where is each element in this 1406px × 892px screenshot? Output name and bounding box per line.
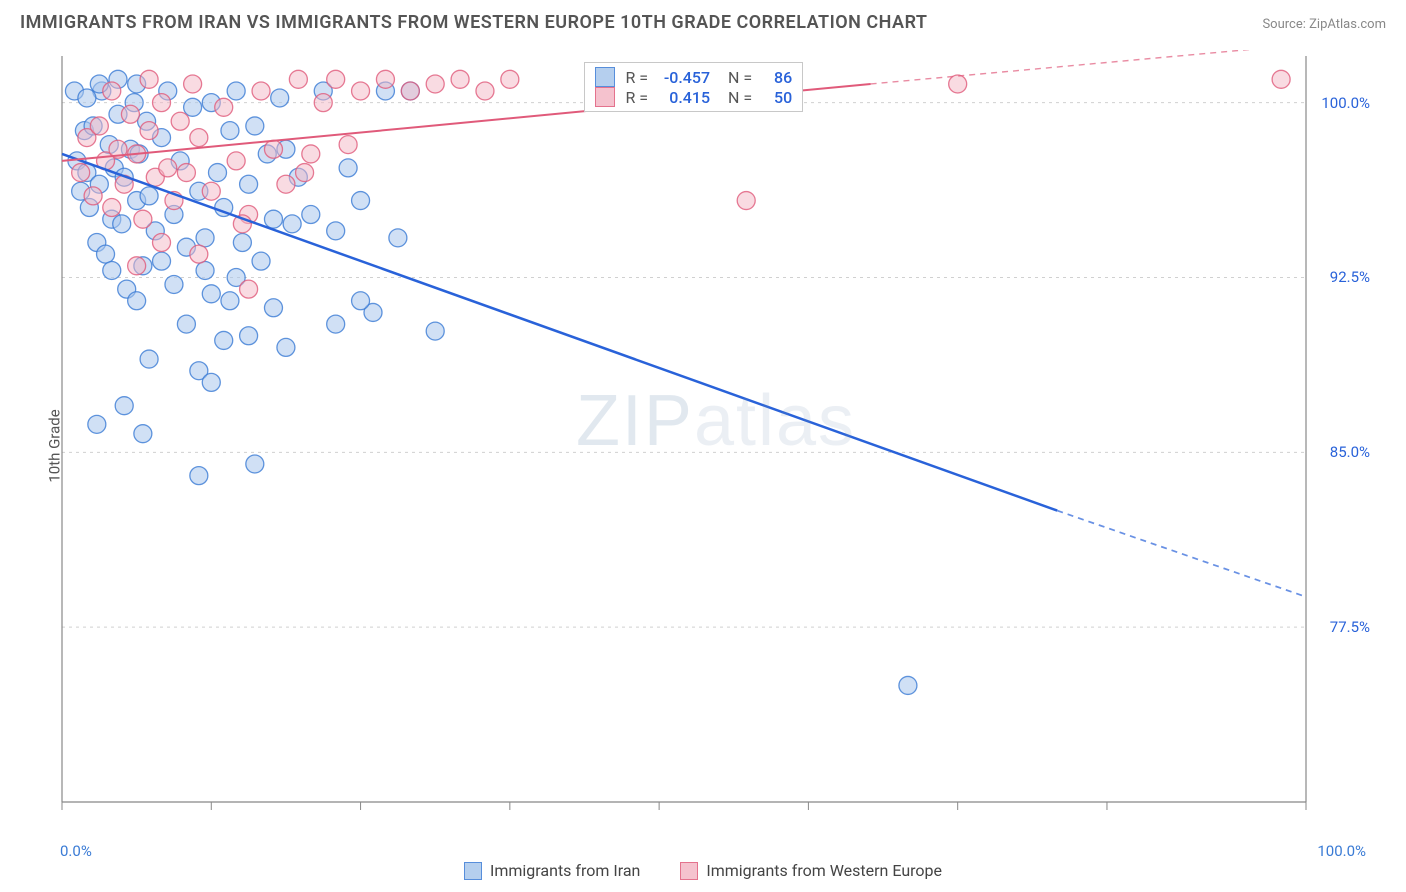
scatter-chart	[56, 50, 1376, 822]
legend: Immigrants from Iran Immigrants from West…	[0, 861, 1406, 880]
stats-swatch	[595, 67, 615, 87]
legend-swatch	[680, 862, 698, 880]
x-tick-min: 0.0%	[60, 842, 92, 860]
chart-title: IMMIGRANTS FROM IRAN VS IMMIGRANTS FROM …	[20, 12, 928, 33]
stats-row-weur: R = 0.415 N = 50	[595, 87, 792, 107]
legend-swatch	[464, 862, 482, 880]
x-tick-max: 100.0%	[1317, 842, 1366, 860]
stats-n-value: 86	[762, 68, 792, 87]
source-label: Source:	[1262, 17, 1305, 32]
source-attribution: Source: ZipAtlas.com	[1262, 17, 1386, 32]
stats-r-label: R =	[625, 68, 648, 87]
stats-r-value: -0.457	[658, 68, 710, 87]
stats-swatch	[595, 87, 615, 107]
stats-box: R = -0.457 N = 86 R = 0.415 N = 50	[584, 62, 803, 112]
plot-area: ZIPatlas R =-0.457 N =86R =0.415 N =50 1…	[56, 50, 1376, 822]
title-bar: IMMIGRANTS FROM IRAN VS IMMIGRANTS FROM …	[0, 0, 1406, 37]
source-link[interactable]: ZipAtlas.com	[1309, 17, 1386, 32]
y-tick-label: 92.5%	[1330, 268, 1370, 286]
stats-r-label: R =	[625, 88, 648, 107]
legend-label: Immigrants from Western Europe	[706, 861, 942, 880]
legend-item-iran[interactable]: Immigrants from Iran	[464, 861, 640, 880]
y-tick-label: 100.0%	[1321, 94, 1370, 112]
legend-label: Immigrants from Iran	[490, 861, 640, 880]
stats-r-value: 0.415	[658, 88, 710, 107]
stats-row-iran: R = -0.457 N = 86	[595, 67, 792, 87]
stats-n-label: N =	[720, 88, 752, 107]
stats-n-label: N =	[720, 68, 752, 87]
legend-item-weur[interactable]: Immigrants from Western Europe	[680, 861, 942, 880]
stats-n-value: 50	[762, 88, 792, 107]
y-tick-label: 77.5%	[1330, 618, 1370, 636]
y-tick-label: 85.0%	[1330, 443, 1370, 461]
